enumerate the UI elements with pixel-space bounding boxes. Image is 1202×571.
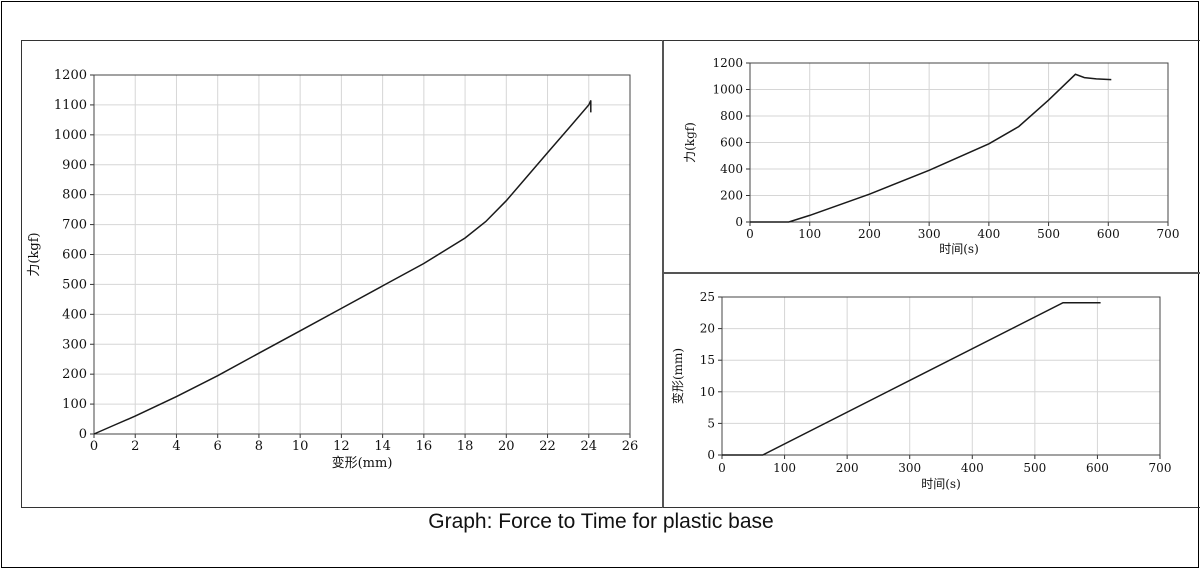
force-time-y-tick-label: 400 bbox=[720, 162, 743, 176]
force-deformation-y-tick-label: 1000 bbox=[54, 128, 87, 143]
force-time-x-tick-label: 100 bbox=[798, 227, 821, 241]
deformation-time-y-axis-label: 变形(mm) bbox=[670, 348, 685, 404]
force-deformation-x-tick-label: 16 bbox=[416, 439, 433, 454]
force-time-y-tick-label: 1200 bbox=[712, 56, 743, 70]
figure-caption: Graph: Force to Time for plastic base bbox=[428, 510, 774, 533]
right-panel-border-top bbox=[663, 40, 1200, 41]
deformation-time-y-tick-label: 15 bbox=[700, 353, 715, 367]
left-panel-border-top bbox=[21, 40, 663, 41]
force-deformation-y-tick-label: 500 bbox=[62, 277, 87, 292]
deformation-time-x-tick-label: 0 bbox=[718, 461, 726, 475]
force-deformation-x-tick-label: 26 bbox=[622, 439, 639, 454]
force-deformation-x-tick-label: 20 bbox=[498, 439, 515, 454]
left-panel-border-bottom bbox=[21, 507, 663, 508]
deformation-time-x-tick-label: 200 bbox=[836, 461, 859, 475]
panel-divider-horizontal bbox=[663, 272, 1200, 274]
force-deformation-x-tick-label: 0 bbox=[90, 439, 98, 454]
force-deformation-y-tick-label: 700 bbox=[62, 218, 87, 233]
force-time-series-line-0 bbox=[750, 73, 1112, 223]
deformation-time-y-tick-label: 10 bbox=[700, 385, 715, 399]
force-deformation-y-tick-label: 200 bbox=[62, 367, 87, 382]
force-time-y-axis-label: 力(kgf) bbox=[683, 122, 697, 163]
deformation-time-series-line-0 bbox=[722, 301, 1101, 456]
force-deformation-x-axis-label: 变形(mm) bbox=[332, 455, 393, 471]
force-time-plot-area bbox=[749, 62, 1169, 223]
force-deformation-y-tick-label: 100 bbox=[62, 397, 87, 412]
force-time-x-tick-label: 600 bbox=[1097, 227, 1120, 241]
deformation-time-x-tick-label: 100 bbox=[773, 461, 796, 475]
force-deformation-x-tick-label: 14 bbox=[374, 439, 391, 454]
plots-canvas: 0 2 4 6 8 10 12 14 16 18 20 22 24 2601002003004005006… bbox=[27, 56, 1180, 491]
force-deformation-y-tick-label: 1200 bbox=[54, 68, 87, 83]
force-deformation-plot-area bbox=[93, 74, 631, 435]
deformation-time-plot-area bbox=[721, 296, 1161, 456]
deformation-time-y-tick-label: 25 bbox=[700, 290, 715, 304]
force-time-x-tick-label: 700 bbox=[1157, 227, 1180, 241]
force-deformation-y-tick-label: 1100 bbox=[54, 98, 87, 113]
force-deformation-y-tick-label: 300 bbox=[62, 337, 87, 352]
force-deformation-x-tick-label: 10 bbox=[292, 439, 309, 454]
force-time-y-tick-label: 200 bbox=[720, 189, 743, 203]
deformation-time-y-tick-label: 20 bbox=[700, 322, 715, 336]
deformation-time-x-tick-label: 400 bbox=[961, 461, 984, 475]
deformation-time-x-tick-label: 700 bbox=[1149, 461, 1172, 475]
force-time-y-tick-label: 800 bbox=[720, 109, 743, 123]
deformation-time-x-tick-label: 600 bbox=[1086, 461, 1109, 475]
force-deformation-x-tick-label: 22 bbox=[539, 439, 556, 454]
force-deformation-y-tick-label: 800 bbox=[62, 188, 87, 203]
force-deformation-y-axis-label: 力(kgf) bbox=[27, 232, 42, 276]
force-time-x-tick-label: 200 bbox=[858, 227, 881, 241]
force-time-x-tick-label: 0 bbox=[746, 227, 754, 241]
force-time-x-tick-label: 300 bbox=[918, 227, 941, 241]
force-deformation-x-tick-label: 12 bbox=[333, 439, 350, 454]
force-time-y-tick-label: 0 bbox=[735, 215, 743, 229]
right-panel-border-bottom bbox=[663, 507, 1200, 508]
deformation-time-y-tick-label: 5 bbox=[707, 416, 715, 430]
force-time-x-tick-label: 500 bbox=[1037, 227, 1060, 241]
force-time-y-tick-label: 600 bbox=[720, 136, 743, 150]
force-deformation-x-tick-label: 18 bbox=[457, 439, 474, 454]
deformation-time-x-tick-label: 300 bbox=[898, 461, 921, 475]
force-deformation-x-tick-label: 6 bbox=[214, 439, 222, 454]
force-deformation-x-tick-label: 4 bbox=[172, 439, 180, 454]
force-deformation-x-tick-label: 8 bbox=[255, 439, 263, 454]
force-deformation-x-tick-label: 2 bbox=[131, 439, 139, 454]
force-deformation-y-tick-label: 400 bbox=[62, 307, 87, 322]
deformation-time-x-axis-label: 时间(s) bbox=[921, 477, 961, 491]
force-deformation-series-line-0 bbox=[93, 100, 592, 435]
force-deformation-x-tick-label: 24 bbox=[580, 439, 597, 454]
deformation-time-y-tick-label: 0 bbox=[707, 448, 715, 462]
force-deformation-y-tick-label: 0 bbox=[79, 427, 87, 442]
deformation-time-x-tick-label: 500 bbox=[1023, 461, 1046, 475]
force-deformation-y-tick-label: 600 bbox=[62, 248, 87, 263]
panel-divider-vertical bbox=[662, 40, 664, 508]
force-time-x-axis-label: 时间(s) bbox=[939, 242, 979, 256]
force-time-y-tick-label: 1000 bbox=[712, 83, 743, 97]
force-time-x-tick-label: 400 bbox=[977, 227, 1000, 241]
force-deformation-y-tick-label: 900 bbox=[62, 158, 87, 173]
left-panel-border-left bbox=[21, 40, 22, 508]
